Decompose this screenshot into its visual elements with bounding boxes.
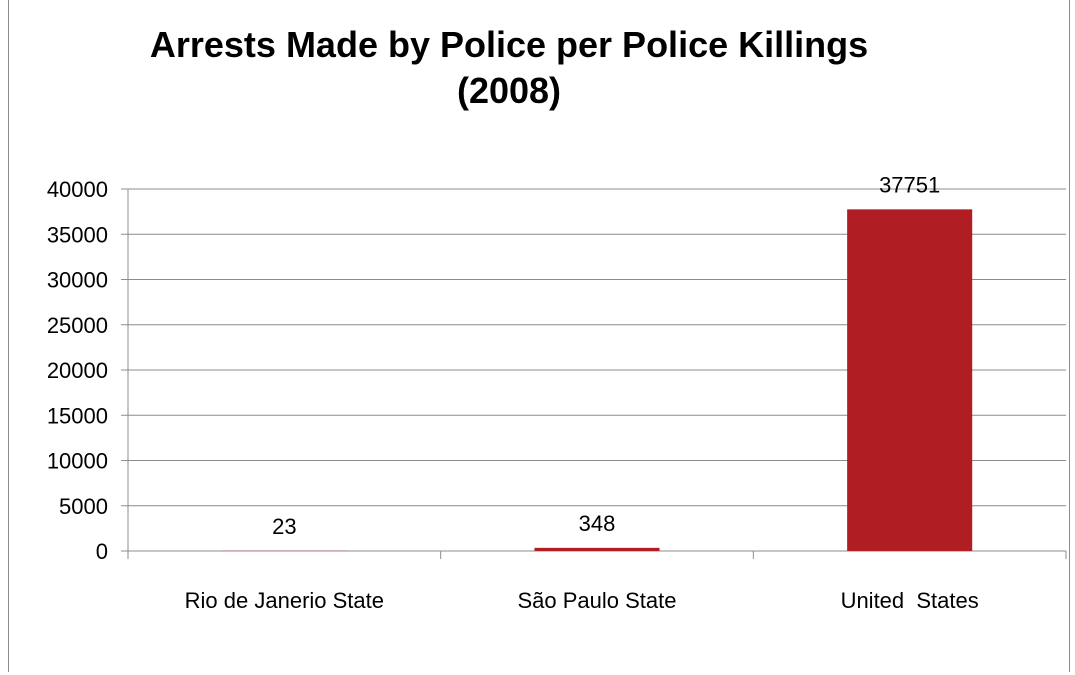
data-label: 348 bbox=[579, 511, 616, 536]
y-tick-label: 20000 bbox=[47, 358, 108, 383]
x-tick-label: São Paulo State bbox=[517, 588, 676, 613]
bar bbox=[534, 547, 660, 551]
y-tick-label: 30000 bbox=[47, 268, 108, 293]
y-tick-label: 35000 bbox=[47, 222, 108, 247]
x-tick-label: Rio de Janerio State bbox=[185, 588, 384, 613]
data-label: 37751 bbox=[879, 172, 940, 197]
chart-title: Arrests Made by Police per Police Killin… bbox=[149, 24, 869, 111]
y-tick-label: 25000 bbox=[47, 313, 108, 338]
y-tick-label: 15000 bbox=[47, 403, 108, 428]
data-labels: 23 348 37751 bbox=[272, 172, 940, 538]
axes: 0 5000 10000 15000 20000 25000 30000 35000 40000… bbox=[47, 177, 1067, 613]
y-tick-label: 40000 bbox=[47, 177, 108, 202]
y-tick-label: 10000 bbox=[47, 449, 108, 474]
bars bbox=[221, 209, 973, 551]
data-label: 23 bbox=[272, 514, 296, 539]
bar bbox=[847, 209, 973, 551]
y-tick-label: 5000 bbox=[59, 494, 108, 519]
y-tick-label: 0 bbox=[96, 539, 108, 564]
x-tick-label: United States bbox=[841, 588, 979, 613]
